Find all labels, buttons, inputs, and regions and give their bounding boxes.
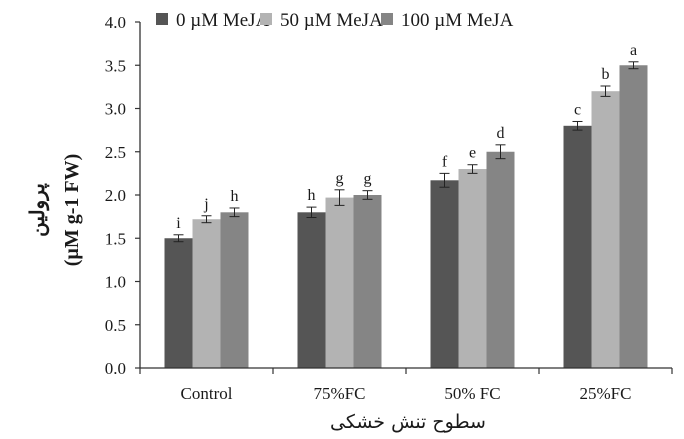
legend-swatch — [260, 13, 272, 25]
significance-letter: i — [176, 215, 181, 232]
significance-letter: a — [630, 42, 637, 59]
y-tick-label: 0.0 — [105, 359, 126, 378]
significance-letter: j — [203, 196, 208, 213]
bar — [458, 169, 487, 368]
bar — [591, 91, 620, 368]
x-tick-label: Control — [181, 384, 233, 403]
significance-letter: e — [469, 145, 476, 162]
significance-letter: h — [231, 188, 239, 205]
significance-letter: g — [364, 171, 372, 188]
y-tick-label: 2.0 — [105, 186, 126, 205]
y-axis-title-persian: پرولین — [27, 183, 50, 237]
y-tick-label: 4.0 — [105, 13, 126, 32]
bar — [297, 212, 326, 368]
significance-letter: f — [442, 153, 448, 170]
bar — [353, 195, 382, 368]
significance-letter: b — [602, 66, 610, 83]
legend: 0 µM MeJA 50 µM MeJA 100 µM MeJA — [156, 10, 514, 31]
x-axis: Control 75%FC 50% FC 25%FC — [139, 367, 673, 403]
y-axis-title-unit: (µM g-1 FW) — [61, 154, 83, 267]
significance-letter: c — [574, 101, 581, 118]
y-tick-label: 2.5 — [105, 143, 126, 162]
x-tick-label: 25%FC — [580, 384, 632, 403]
y-tick-label: 0.5 — [105, 316, 126, 335]
x-tick-label: 75%FC — [314, 384, 366, 403]
legend-label: 50 µM MeJA — [280, 10, 383, 31]
bar — [563, 125, 592, 368]
x-tick-label: 50% FC — [444, 384, 500, 403]
legend-label: 0 µM MeJA — [176, 10, 270, 31]
y-axis: 0.0 0.5 1.0 1.5 2.0 2.5 3.0 3.5 4.0 — [105, 13, 141, 378]
bar — [325, 197, 354, 368]
bar — [619, 65, 648, 368]
y-tick-label: 3.0 — [105, 100, 126, 119]
legend-label: 100 µM MeJA — [401, 10, 514, 31]
legend-swatch — [381, 13, 393, 25]
bar — [220, 212, 249, 368]
legend-swatch — [156, 13, 168, 25]
y-tick-label: 3.5 — [105, 56, 126, 75]
bars: i j h h g g f e d c b a — [164, 42, 648, 368]
y-tick-label: 1.0 — [105, 273, 126, 292]
significance-letter: h — [308, 187, 316, 204]
x-axis-title: سطوح تنش خشکی — [330, 411, 486, 433]
bar — [164, 238, 193, 368]
bar — [486, 151, 515, 368]
bar — [430, 180, 459, 368]
y-tick-label: 1.5 — [105, 229, 126, 248]
significance-letter: g — [336, 170, 344, 187]
significance-letter: d — [497, 125, 505, 142]
bar — [192, 219, 221, 368]
